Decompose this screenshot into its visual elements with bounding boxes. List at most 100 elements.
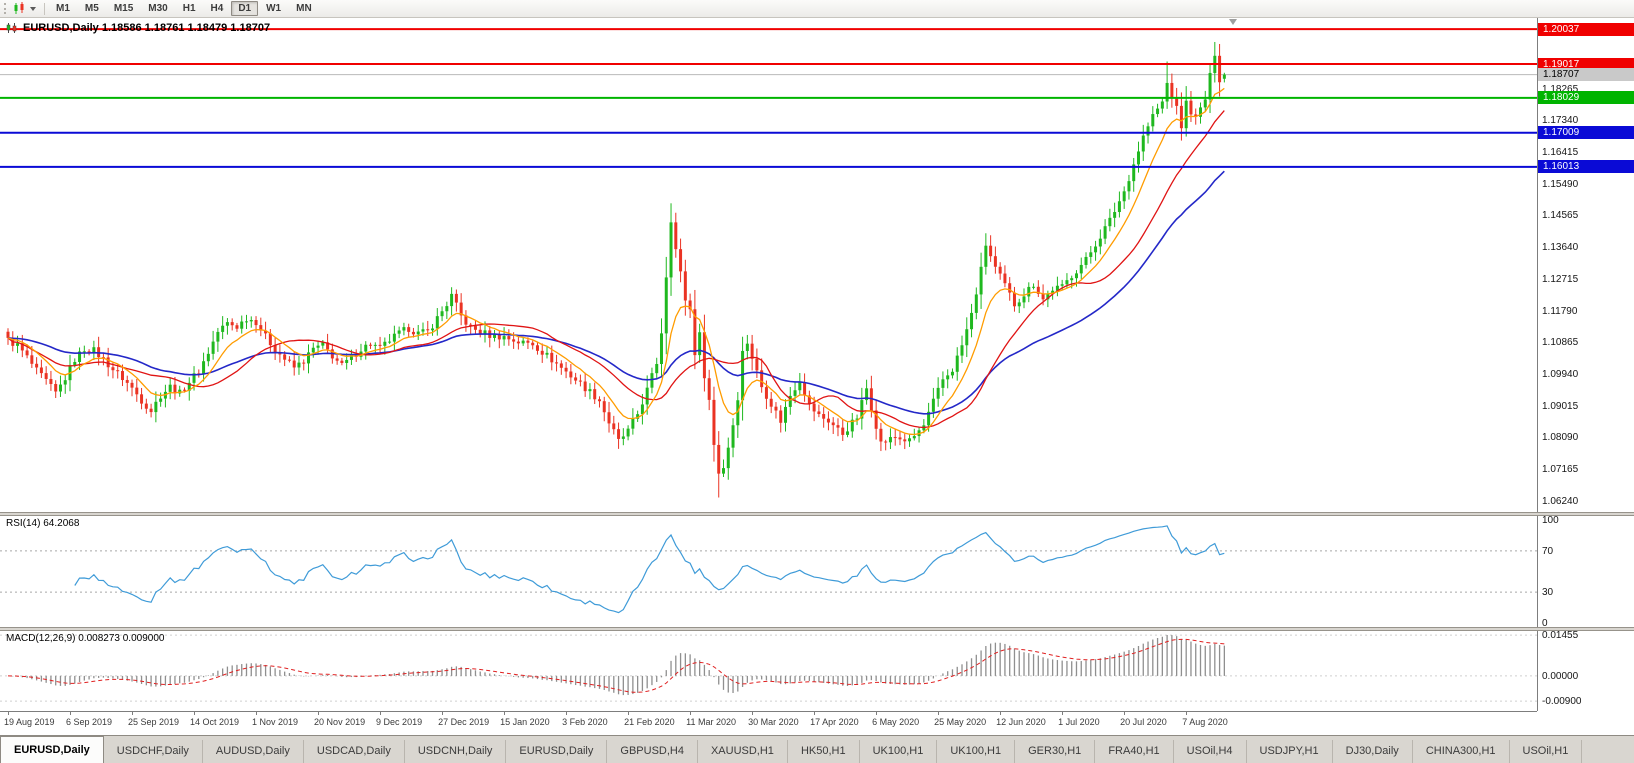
date-label: 1 Nov 2019: [252, 717, 299, 727]
timeframe-button-w1[interactable]: W1: [266, 3, 282, 14]
time-axis-tick: [566, 712, 568, 715]
price-axis-label: 1.11790: [1542, 305, 1578, 317]
chart-tab-11[interactable]: GER30,H1: [1015, 740, 1096, 763]
time-axis-tick: [876, 712, 878, 715]
date-label: 9 Dec 2019: [376, 717, 423, 727]
moving-average-medium: [7, 110, 1225, 429]
price-chart-canvas[interactable]: [0, 18, 1537, 512]
price-axis-label: 1.14565: [1542, 210, 1579, 222]
chart-tab-12[interactable]: FRA40,H1: [1095, 740, 1174, 763]
time-axis-tick: [752, 712, 754, 715]
chart-symbol-icon: [6, 23, 17, 33]
price-level-badge-support: 1.17009: [1538, 126, 1634, 140]
time-axis-tick: [194, 712, 196, 715]
price-axis-label: 1.09015: [1542, 400, 1579, 412]
chart-type-dropdown-icon[interactable]: [30, 6, 36, 11]
date-label: 14 Oct 2019: [190, 717, 240, 727]
macd-signal-line: [7, 638, 1225, 693]
time-axis-tick: [1062, 712, 1064, 715]
chart-tab-15[interactable]: DJ30,Daily: [1333, 740, 1413, 763]
rsi-label: RSI(14) 64.2068: [6, 518, 80, 529]
time-axis-tick: [132, 712, 134, 715]
price-axis-label: 1.10865: [1542, 337, 1579, 349]
chart-title-text: EURUSD,Daily 1.18586 1.18761 1.18479 1.1…: [23, 22, 271, 34]
chart-tab-2[interactable]: AUDUSD,Daily: [203, 740, 304, 763]
rsi-canvas[interactable]: [0, 516, 1537, 627]
date-label: 7 Aug 2020: [1182, 717, 1228, 727]
date-label: 17 Apr 2020: [810, 717, 859, 727]
timeframe-button-mn[interactable]: MN: [296, 3, 312, 14]
price-axis-label: 1.07165: [1542, 463, 1579, 475]
candlestick-chart-icon[interactable]: [12, 2, 29, 16]
chart-shift-marker[interactable]: [1229, 19, 1237, 25]
candlestick-chart-glyph: [14, 2, 24, 14]
time-axis-tick: [1186, 712, 1188, 715]
time-axis[interactable]: 19 Aug 2019 6 Sep 2019 25 Sep 2019 14 Oct 2…: [0, 711, 1537, 735]
timeframe-button-m30[interactable]: M30: [148, 3, 168, 14]
price-level-badge-support: 1.16013: [1538, 160, 1634, 174]
timeframe-button-m15[interactable]: M15: [113, 3, 134, 14]
rsi-axis-label: 30: [1542, 587, 1554, 599]
date-label: 15 Jan 2020: [500, 717, 550, 727]
timeframe-button-d1[interactable]: D1: [231, 1, 259, 16]
price-axis-label: 1.18265: [1542, 83, 1579, 95]
toolbar-divider: [44, 2, 45, 15]
time-axis-tick: [690, 712, 692, 715]
price-axis[interactable]: 1.18265 1.17340 1.16415 1.15490 1.14565 1.136…: [1537, 18, 1634, 711]
chart-tab-9[interactable]: UK100,H1: [860, 740, 938, 763]
date-label: 25 May 2020: [934, 717, 987, 727]
rsi-axis-label: 0: [1542, 618, 1548, 629]
chart-tab-6[interactable]: GBPUSD,H4: [607, 740, 698, 763]
toolbar-grip[interactable]: [4, 3, 8, 14]
panel-separator-rsi[interactable]: [0, 512, 1634, 516]
date-label: 6 Sep 2019: [66, 717, 113, 727]
date-label: 6 May 2020: [872, 717, 920, 727]
date-label: 20 Nov 2019: [314, 717, 366, 727]
price-level-badge-support: 1.18029: [1538, 91, 1634, 105]
candlestick-series: [6, 41, 1226, 498]
date-label: 20 Jul 2020: [1120, 717, 1167, 727]
chart-tab-8[interactable]: HK50,H1: [788, 740, 860, 763]
chart-tab-4[interactable]: USDCNH,Daily: [405, 740, 507, 763]
date-label: 11 Mar 2020: [686, 717, 736, 727]
chart-tab-7[interactable]: XAUUSD,H1: [698, 740, 788, 763]
chart-tab-17[interactable]: USOil,H1: [1510, 740, 1583, 763]
date-label: 12 Jun 2020: [996, 717, 1046, 727]
timeframe-button-h4[interactable]: H4: [210, 3, 224, 14]
price-chart-panel[interactable]: EURUSD,Daily 1.18586 1.18761 1.18479 1.1…: [0, 18, 1537, 512]
macd-canvas[interactable]: [0, 631, 1537, 711]
chart-tab-14[interactable]: USDJPY,H1: [1247, 740, 1333, 763]
macd-axis-label: 0.00000: [1542, 670, 1579, 682]
date-label: 25 Sep 2019: [128, 717, 180, 727]
moving-average-slow: [7, 170, 1225, 415]
timeframe-buttons-group: M1 M5 M15 M30 H1 H4 D1 W1 MN: [49, 1, 320, 16]
chart-tab-10[interactable]: UK100,H1: [937, 740, 1016, 763]
chart-tab-5[interactable]: EURUSD,Daily: [506, 740, 608, 763]
timeframe-button-m1[interactable]: M1: [56, 3, 70, 14]
time-axis-tick: [1000, 712, 1002, 715]
panel-separator-macd[interactable]: [0, 627, 1634, 631]
price-axis-label: 1.09940: [1542, 368, 1579, 380]
rsi-panel[interactable]: RSI(14) 64.2068: [0, 516, 1537, 627]
time-axis-tick: [814, 712, 816, 715]
date-label: 19 Aug 2019: [4, 717, 55, 727]
macd-panel[interactable]: MACD(12,26,9) 0.008273 0.009000: [0, 631, 1537, 711]
rsi-axis-label: 70: [1542, 545, 1554, 557]
price-axis-label: 1.15490: [1542, 178, 1579, 190]
chart-tabs-bar: EURUSD,Daily USDCHF,Daily AUDUSD,Daily USDC…: [0, 735, 1634, 763]
chart-tab-3[interactable]: USDCAD,Daily: [304, 740, 405, 763]
chart-tab-1[interactable]: USDCHF,Daily: [104, 740, 203, 763]
chart-tab-13[interactable]: USOil,H4: [1174, 740, 1247, 763]
chart-tab-16[interactable]: CHINA300,H1: [1413, 740, 1510, 763]
price-level-badge-resistance: 1.20037: [1538, 22, 1634, 36]
chart-tab-0[interactable]: EURUSD,Daily: [0, 736, 104, 763]
timeframe-button-h1[interactable]: H1: [182, 3, 196, 14]
rsi-axis-label: 100: [1542, 515, 1559, 526]
macd-axis-label: -0.00900: [1542, 696, 1582, 708]
date-label: 21 Feb 2020: [624, 717, 675, 727]
price-axis-label: 1.13640: [1542, 242, 1579, 254]
date-label: 1 Jul 2020: [1058, 717, 1100, 727]
macd-label: MACD(12,26,9) 0.008273 0.009000: [6, 633, 165, 644]
timeframe-button-m5[interactable]: M5: [84, 3, 99, 14]
timeframe-toolbar: M1 M5 M15 M30 H1 H4 D1 W1 MN: [0, 0, 1634, 18]
